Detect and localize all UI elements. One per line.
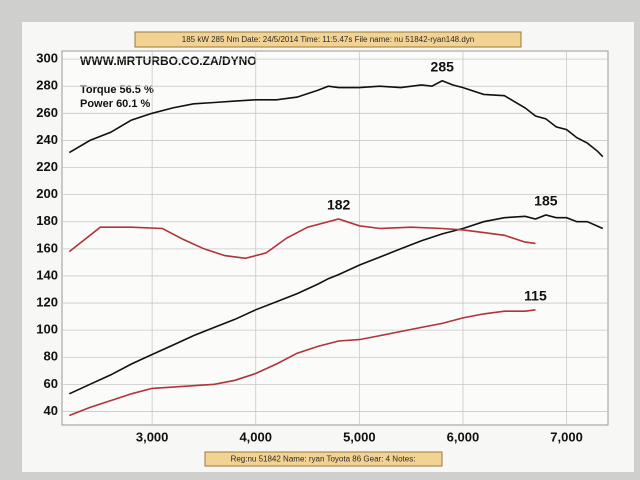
line-series — [68, 79, 604, 158]
x-tick-label: 4,000 — [239, 429, 272, 444]
y-tick-label: 300 — [36, 51, 58, 66]
x-tick-label: 3,000 — [136, 429, 169, 444]
y-tick-label: 200 — [36, 186, 58, 201]
y-tick-label: 240 — [36, 132, 58, 147]
power-note: Power 60.1 % — [80, 98, 151, 110]
x-tick-label: 7,000 — [550, 429, 583, 444]
header-text: 185 kW 285 Nm Date: 24/5/2014 Time: 11:5… — [182, 35, 474, 44]
peak-label: 185 — [534, 193, 558, 209]
footer-text: Reg:nu 51842 Name: ryan Toyota 86 Gear: … — [231, 455, 416, 464]
y-tick-label: 140 — [36, 267, 58, 282]
x-tick-label: 5,000 — [343, 429, 376, 444]
y-tick-label: 280 — [36, 78, 58, 93]
y-tick-label: 180 — [36, 213, 58, 228]
header-box — [134, 31, 522, 48]
peak-label: 115 — [524, 288, 547, 304]
y-tick-label: 220 — [36, 159, 58, 174]
y-tick-label: 260 — [36, 105, 58, 120]
y-tick-label: 160 — [36, 240, 58, 255]
y-tick-label: 100 — [36, 322, 58, 337]
y-tick-label: 80 — [44, 349, 58, 364]
y-tick-label: 120 — [36, 294, 58, 309]
torque-note: Torque 56.5 % — [80, 84, 154, 96]
line-series — [68, 214, 604, 395]
x-tick-label: 6,000 — [447, 429, 480, 444]
line-series — [68, 218, 536, 260]
y-tick-label: 40 — [44, 403, 58, 418]
line-series — [69, 309, 536, 417]
peak-label: 182 — [327, 197, 351, 213]
y-tick-label: 60 — [44, 376, 58, 391]
peak-label: 285 — [431, 59, 455, 75]
website: WWW.MRTURBO.CO.ZA/DYNO — [80, 54, 257, 68]
footer-box — [204, 451, 443, 467]
